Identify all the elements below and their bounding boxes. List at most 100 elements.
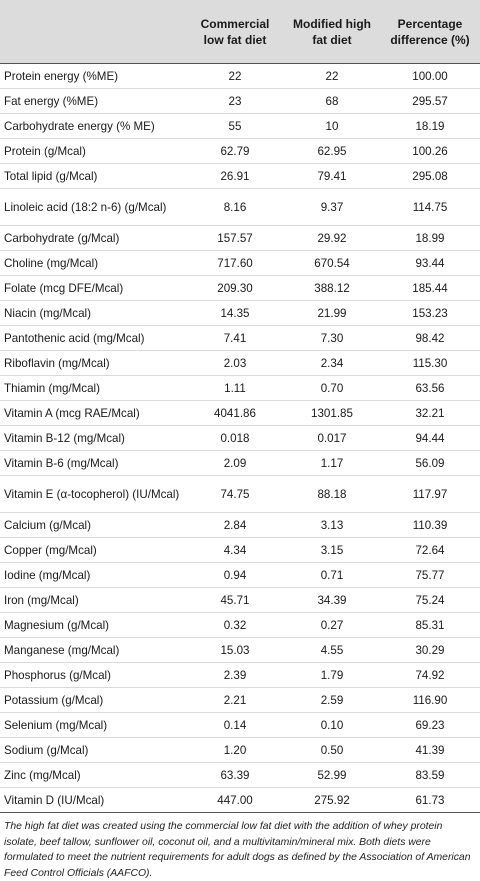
- nutrient-label: Vitamin E (α-tocopherol) (IU/Mcal): [0, 475, 186, 513]
- table-row: Vitamin B-12 (mg/Mcal) 0.018 0.017 94.44: [0, 425, 480, 451]
- percentage-difference-value: 61.73: [380, 787, 480, 813]
- table-row: Carbohydrate energy (% ME) 55 10 18.19: [0, 113, 480, 139]
- table-row: Protein energy (%ME) 22 22 100.00: [0, 63, 480, 89]
- nutrient-label: Iron (mg/Mcal): [0, 587, 186, 613]
- high-fat-value: 68: [284, 88, 380, 114]
- table-row: Protein (g/Mcal) 62.79 62.95 100.26: [0, 138, 480, 164]
- nutrient-label: Sodium (g/Mcal): [0, 737, 186, 763]
- high-fat-value: 670.54: [284, 250, 380, 276]
- low-fat-value: 63.39: [186, 762, 284, 788]
- nutrient-label: Vitamin B-12 (mg/Mcal): [0, 425, 186, 451]
- percentage-difference-value: 18.19: [380, 113, 480, 139]
- low-fat-value: 0.018: [186, 425, 284, 451]
- high-fat-value: 88.18: [284, 475, 380, 513]
- low-fat-value: 2.21: [186, 687, 284, 713]
- table-row: Vitamin A (mcg RAE/Mcal) 4041.86 1301.85 32…: [0, 400, 480, 426]
- nutrient-label: Copper (mg/Mcal): [0, 537, 186, 563]
- low-fat-value: 55: [186, 113, 284, 139]
- high-fat-value: 2.34: [284, 350, 380, 376]
- table-row: Iodine (mg/Mcal) 0.94 0.71 75.77: [0, 562, 480, 588]
- table-row: Copper (mg/Mcal) 4.34 3.15 72.64: [0, 537, 480, 563]
- table-row: Potassium (g/Mcal) 2.21 2.59 116.90: [0, 687, 480, 713]
- table-header: Commercial low fat diet Modified high fa…: [0, 0, 480, 64]
- nutrient-label: Fat energy (%ME): [0, 88, 186, 114]
- nutrient-label: Carbohydrate (g/Mcal): [0, 225, 186, 251]
- table-row: Carbohydrate (g/Mcal) 157.57 29.92 18.99: [0, 225, 480, 251]
- nutrient-label: Vitamin D (IU/Mcal): [0, 787, 186, 813]
- table-row: Riboflavin (mg/Mcal) 2.03 2.34 115.30: [0, 350, 480, 376]
- header-nutrient: [0, 0, 186, 64]
- high-fat-value: 388.12: [284, 275, 380, 301]
- high-fat-value: 21.99: [284, 300, 380, 326]
- nutrient-label: Calcium (g/Mcal): [0, 512, 186, 538]
- low-fat-value: 74.75: [186, 475, 284, 513]
- header-low-fat-diet: Commercial low fat diet: [186, 0, 284, 64]
- nutrient-label: Manganese (mg/Mcal): [0, 637, 186, 663]
- high-fat-value: 10: [284, 113, 380, 139]
- high-fat-value: 22: [284, 63, 380, 89]
- table-row: Magnesium (g/Mcal) 0.32 0.27 85.31: [0, 612, 480, 638]
- table-row: Manganese (mg/Mcal) 15.03 4.55 30.29: [0, 637, 480, 663]
- table-footnote: The high fat diet was created using the …: [4, 821, 471, 879]
- nutrient-label: Iodine (mg/Mcal): [0, 562, 186, 588]
- high-fat-value: 1301.85: [284, 400, 380, 426]
- percentage-difference-value: 18.99: [380, 225, 480, 251]
- high-fat-value: 4.55: [284, 637, 380, 663]
- low-fat-value: 0.94: [186, 562, 284, 588]
- nutrient-label: Pantothenic acid (mg/Mcal): [0, 325, 186, 351]
- high-fat-value: 0.27: [284, 612, 380, 638]
- percentage-difference-value: 93.44: [380, 250, 480, 276]
- high-fat-value: 34.39: [284, 587, 380, 613]
- nutrient-label: Total lipid (g/Mcal): [0, 163, 186, 189]
- high-fat-value: 3.15: [284, 537, 380, 563]
- low-fat-value: 447.00: [186, 787, 284, 813]
- percentage-difference-value: 98.42: [380, 325, 480, 351]
- high-fat-value: 0.71: [284, 562, 380, 588]
- nutrient-label: Protein energy (%ME): [0, 63, 186, 89]
- low-fat-value: 209.30: [186, 275, 284, 301]
- nutrient-label: Thiamin (mg/Mcal): [0, 375, 186, 401]
- high-fat-value: 0.70: [284, 375, 380, 401]
- high-fat-value: 2.59: [284, 687, 380, 713]
- high-fat-value: 0.50: [284, 737, 380, 763]
- percentage-difference-value: 94.44: [380, 425, 480, 451]
- table-row: Vitamin E (α-tocopherol) (IU/Mcal) 74.75 8…: [0, 475, 480, 513]
- table-row: Vitamin D (IU/Mcal) 447.00 275.92 61.73: [0, 787, 480, 813]
- nutrient-label: Carbohydrate energy (% ME): [0, 113, 186, 139]
- low-fat-value: 717.60: [186, 250, 284, 276]
- low-fat-value: 7.41: [186, 325, 284, 351]
- low-fat-value: 8.16: [186, 188, 284, 226]
- low-fat-value: 4041.86: [186, 400, 284, 426]
- low-fat-value: 15.03: [186, 637, 284, 663]
- high-fat-value: 3.13: [284, 512, 380, 538]
- high-fat-value: 0.10: [284, 712, 380, 738]
- low-fat-value: 1.11: [186, 375, 284, 401]
- table-row: Phosphorus (g/Mcal) 2.39 1.79 74.92: [0, 662, 480, 688]
- low-fat-value: 14.35: [186, 300, 284, 326]
- percentage-difference-value: 100.26: [380, 138, 480, 164]
- high-fat-value: 52.99: [284, 762, 380, 788]
- low-fat-value: 157.57: [186, 225, 284, 251]
- nutrient-label: Zinc (mg/Mcal): [0, 762, 186, 788]
- table-row: Selenium (mg/Mcal) 0.14 0.10 69.23: [0, 712, 480, 738]
- percentage-difference-value: 75.77: [380, 562, 480, 588]
- table-row: Vitamin B-6 (mg/Mcal) 2.09 1.17 56.09: [0, 450, 480, 476]
- low-fat-value: 2.84: [186, 512, 284, 538]
- table-row: Total lipid (g/Mcal) 26.91 79.41 295.08: [0, 163, 480, 189]
- high-fat-value: 9.37: [284, 188, 380, 226]
- low-fat-value: 1.20: [186, 737, 284, 763]
- nutrient-label: Phosphorus (g/Mcal): [0, 662, 186, 688]
- high-fat-value: 0.017: [284, 425, 380, 451]
- low-fat-value: 0.14: [186, 712, 284, 738]
- percentage-difference-value: 117.97: [380, 475, 480, 513]
- table-row: Calcium (g/Mcal) 2.84 3.13 110.39: [0, 512, 480, 538]
- high-fat-value: 79.41: [284, 163, 380, 189]
- low-fat-value: 2.03: [186, 350, 284, 376]
- nutrient-comparison-table: Commercial low fat diet Modified high fa…: [0, 0, 480, 813]
- table-row: Linoleic acid (18:2 n-6) (g/Mcal) 8.16 9.3…: [0, 188, 480, 226]
- percentage-difference-value: 114.75: [380, 188, 480, 226]
- table-row: Iron (mg/Mcal) 45.71 34.39 75.24: [0, 587, 480, 613]
- header-row: Commercial low fat diet Modified high fa…: [0, 0, 480, 64]
- high-fat-value: 29.92: [284, 225, 380, 251]
- percentage-difference-value: 110.39: [380, 512, 480, 538]
